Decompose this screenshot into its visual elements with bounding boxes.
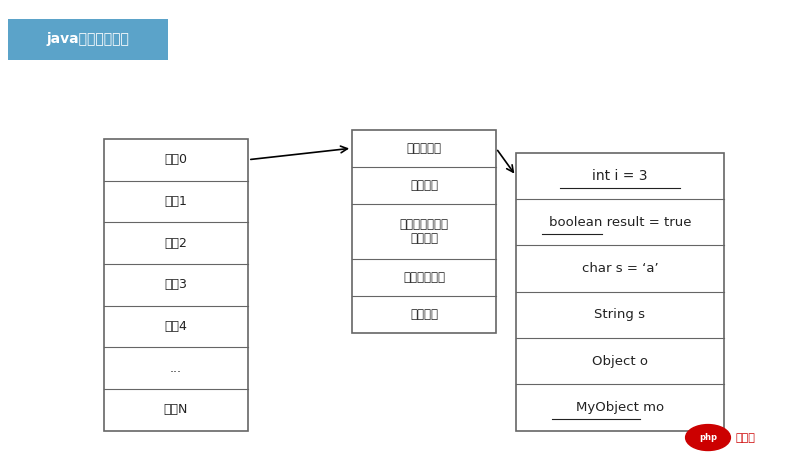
FancyBboxPatch shape (352, 130, 496, 333)
Text: 栈帧2: 栈帧2 (165, 237, 187, 250)
Text: 栈帧3: 栈帧3 (165, 278, 187, 291)
FancyBboxPatch shape (516, 153, 724, 431)
Text: 栈帧N: 栈帧N (164, 403, 188, 416)
Circle shape (686, 425, 730, 450)
Text: 栈帧1: 栈帧1 (165, 195, 187, 208)
FancyBboxPatch shape (104, 139, 248, 431)
Text: php: php (699, 433, 717, 442)
Text: 方法返回地址: 方法返回地址 (403, 271, 445, 284)
Text: boolean result = true: boolean result = true (549, 216, 691, 229)
Text: 中文网: 中文网 (736, 432, 756, 443)
FancyBboxPatch shape (8, 19, 168, 60)
Text: ...: ... (170, 362, 182, 375)
Text: java虚拟机栈结构: java虚拟机栈结构 (46, 32, 130, 46)
Text: String s: String s (594, 308, 646, 321)
Text: char s = ‘a’: char s = ‘a’ (582, 262, 658, 275)
Text: 指向运行时常量
池的引用: 指向运行时常量 池的引用 (399, 218, 449, 245)
Text: 附加信息: 附加信息 (410, 308, 438, 321)
Text: 栈帧4: 栈帧4 (165, 320, 187, 333)
Text: Object o: Object o (592, 355, 648, 368)
Text: 局部变量表: 局部变量表 (406, 142, 442, 155)
Text: 操作数栈: 操作数栈 (410, 179, 438, 192)
Text: int i = 3: int i = 3 (592, 169, 648, 183)
Text: MyObject mo: MyObject mo (576, 401, 664, 414)
Text: 栈帧0: 栈帧0 (165, 153, 187, 166)
